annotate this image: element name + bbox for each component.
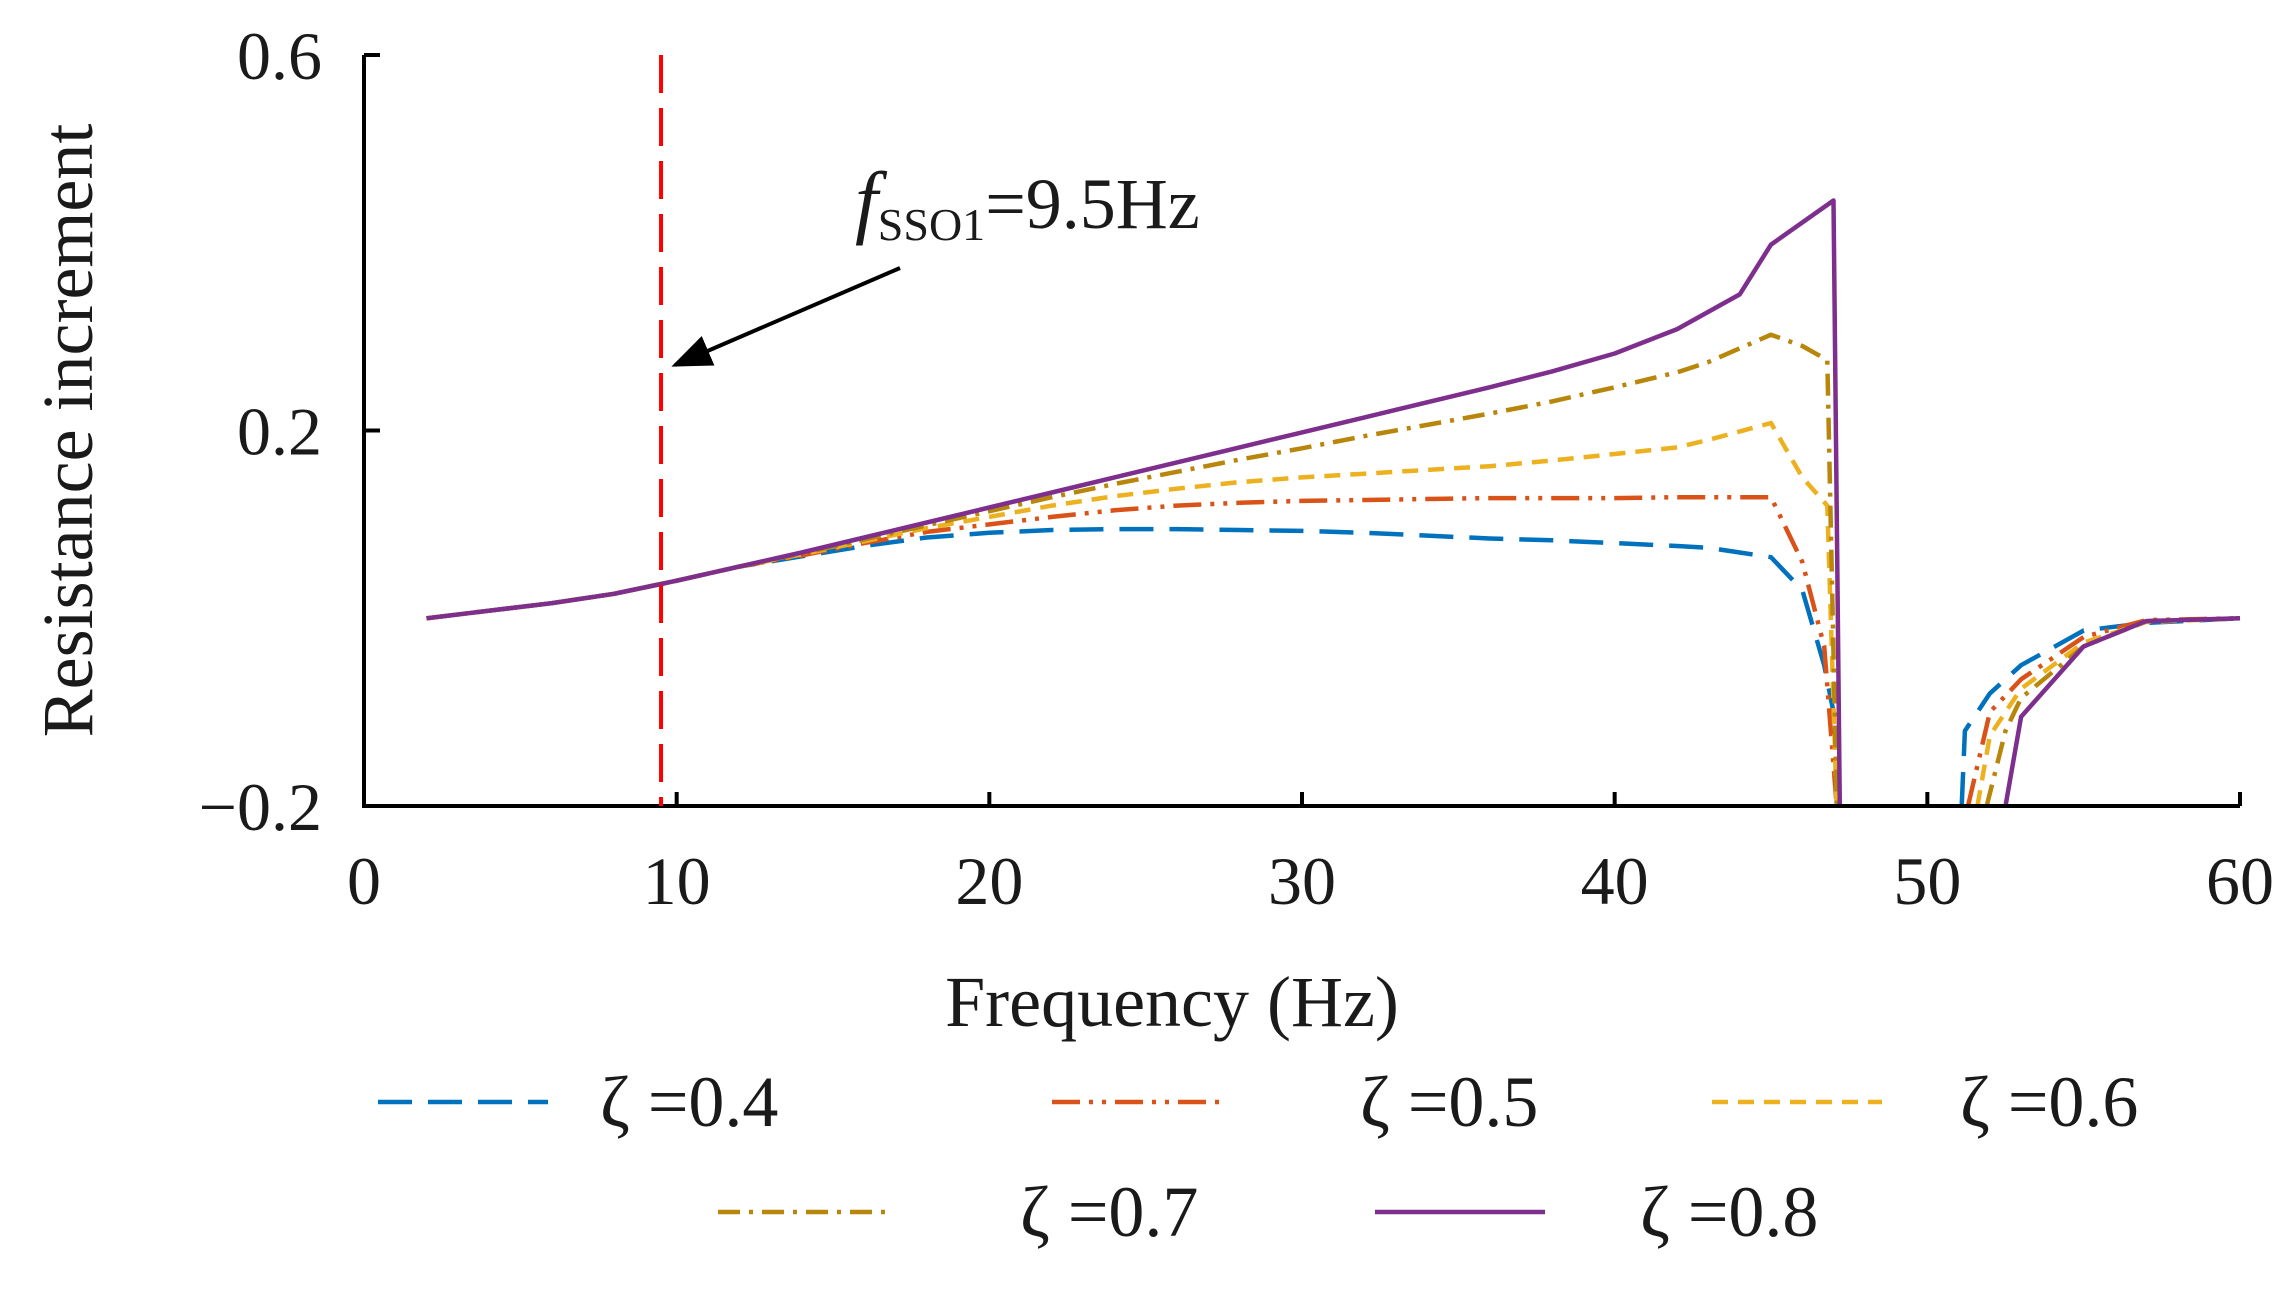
x-tick-label-2: 10 (643, 843, 711, 919)
axes: −0.2 0.2 0.6 0 10 20 30 40 50 60 Frequency (Hz) Res… (28, 18, 2274, 1042)
x-tick-label-1: 0 (347, 843, 381, 919)
series-4-line-1 (426, 332, 1839, 806)
y-tick-label-1: −0.2 (199, 769, 322, 845)
annotation: fSSO1=9.5Hz (659, 55, 1200, 806)
series-5-line-2 (2003, 616, 2241, 806)
annotation-arrow (671, 266, 901, 367)
x-tick-label-3: 20 (955, 843, 1023, 919)
y-tick-label-2: 0.2 (237, 394, 322, 470)
x-tick-label-6: 50 (1893, 843, 1961, 919)
legend: ζ =0.4 ζ =0.5 ζ =0.6 ζ =0.7 ζ =0.8 (378, 1062, 2138, 1252)
series-2-line-2 (1965, 616, 2241, 806)
plot-lines (426, 198, 2241, 806)
y-axis-title: Resistance increment (28, 124, 108, 738)
legend-label-1: ζ =0.4 (600, 1062, 778, 1142)
legend-label-5: ζ =0.8 (1640, 1172, 1818, 1252)
annotation-value: =9.5Hz (985, 164, 1200, 244)
legend-label-3: ζ =0.6 (1960, 1062, 2138, 1142)
series-5-line-1 (426, 198, 1843, 806)
legend-label-2: ζ =0.5 (1360, 1062, 1538, 1142)
y-tick-label-3: 0.6 (237, 18, 322, 94)
legend-label-4: ζ =0.7 (1020, 1172, 1198, 1252)
x-tick-label-5: 40 (1581, 843, 1649, 919)
series-1-line-1 (426, 526, 1836, 713)
annotation-label: fSSO1=9.5Hz (855, 155, 1200, 250)
x-tick-label-4: 30 (1268, 843, 1336, 919)
series-1-line-2 (1959, 616, 2241, 806)
x-axis-title: Frequency (Hz) (945, 962, 1399, 1042)
x-tick-label-7: 60 (2206, 843, 2274, 919)
annotation-subscript: SSO1 (878, 199, 985, 250)
